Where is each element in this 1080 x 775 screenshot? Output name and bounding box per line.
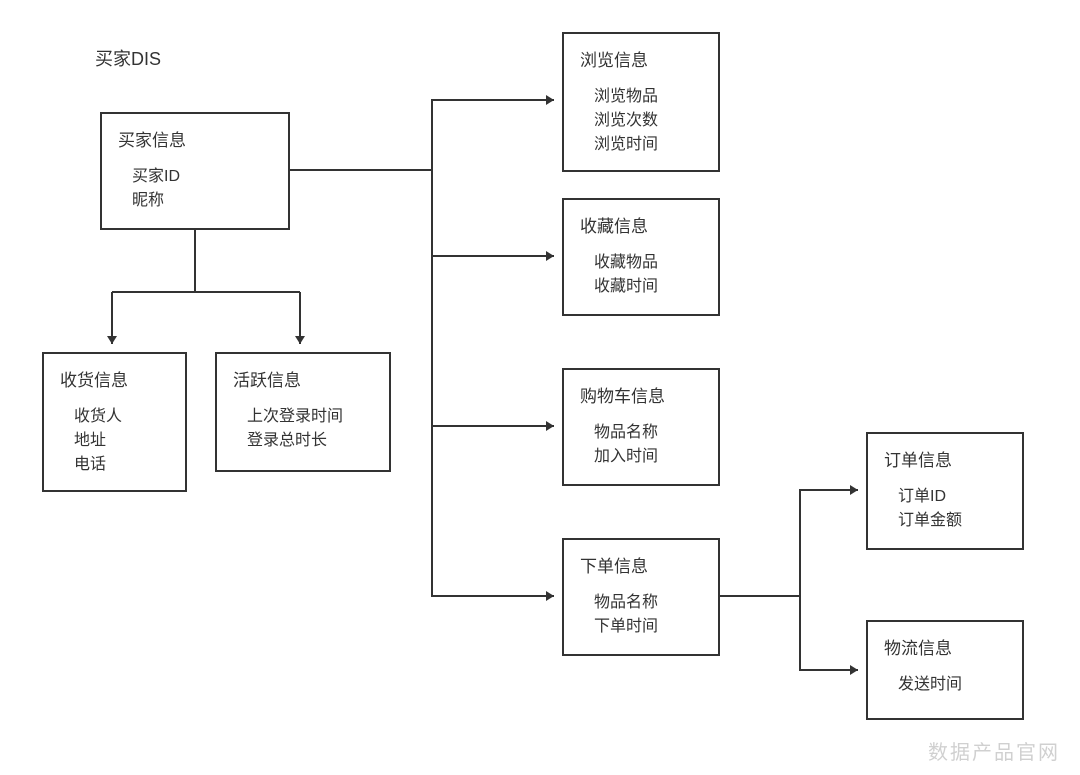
node-title: 物流信息 (884, 634, 1006, 659)
node-item: 物品名称 (580, 421, 702, 445)
node-item: 浏览次数 (580, 109, 702, 133)
diagram-title: 买家DIS (95, 45, 161, 71)
node-title: 收藏信息 (580, 212, 702, 237)
node-item: 收藏物品 (580, 251, 702, 275)
node-title: 浏览信息 (580, 46, 702, 71)
node-item: 下单时间 (580, 615, 702, 639)
node-buyer-info: 买家信息 买家ID 昵称 (100, 112, 290, 230)
node-logistics-info: 物流信息 发送时间 (866, 620, 1024, 720)
node-delivery-info: 收货信息 收货人 地址 电话 (42, 352, 187, 492)
node-item: 浏览时间 (580, 133, 702, 157)
node-active-info: 活跃信息 上次登录时间 登录总时长 (215, 352, 391, 472)
node-title: 下单信息 (580, 552, 702, 577)
node-item: 收货人 (60, 405, 169, 429)
node-title: 活跃信息 (233, 366, 373, 391)
node-item: 电话 (60, 453, 169, 477)
node-browse-info: 浏览信息 浏览物品 浏览次数 浏览时间 (562, 32, 720, 172)
node-favorite-info: 收藏信息 收藏物品 收藏时间 (562, 198, 720, 316)
node-item: 地址 (60, 429, 169, 453)
node-order-detail: 订单信息 订单ID 订单金额 (866, 432, 1024, 550)
node-item: 昵称 (118, 189, 272, 213)
node-item: 订单金额 (884, 509, 1006, 533)
node-item: 登录总时长 (233, 429, 373, 453)
node-item: 收藏时间 (580, 275, 702, 299)
node-item: 上次登录时间 (233, 405, 373, 429)
node-item: 加入时间 (580, 445, 702, 469)
node-title: 收货信息 (60, 366, 169, 391)
node-item: 发送时间 (884, 673, 1006, 697)
node-title: 购物车信息 (580, 382, 702, 407)
node-item: 物品名称 (580, 591, 702, 615)
node-item: 浏览物品 (580, 85, 702, 109)
node-cart-info: 购物车信息 物品名称 加入时间 (562, 368, 720, 486)
node-order-info: 下单信息 物品名称 下单时间 (562, 538, 720, 656)
node-item: 买家ID (118, 165, 272, 189)
node-title: 订单信息 (884, 446, 1006, 471)
node-item: 订单ID (884, 485, 1006, 509)
watermark-text: 数据产品官网 (928, 736, 1060, 765)
node-title: 买家信息 (118, 126, 272, 151)
